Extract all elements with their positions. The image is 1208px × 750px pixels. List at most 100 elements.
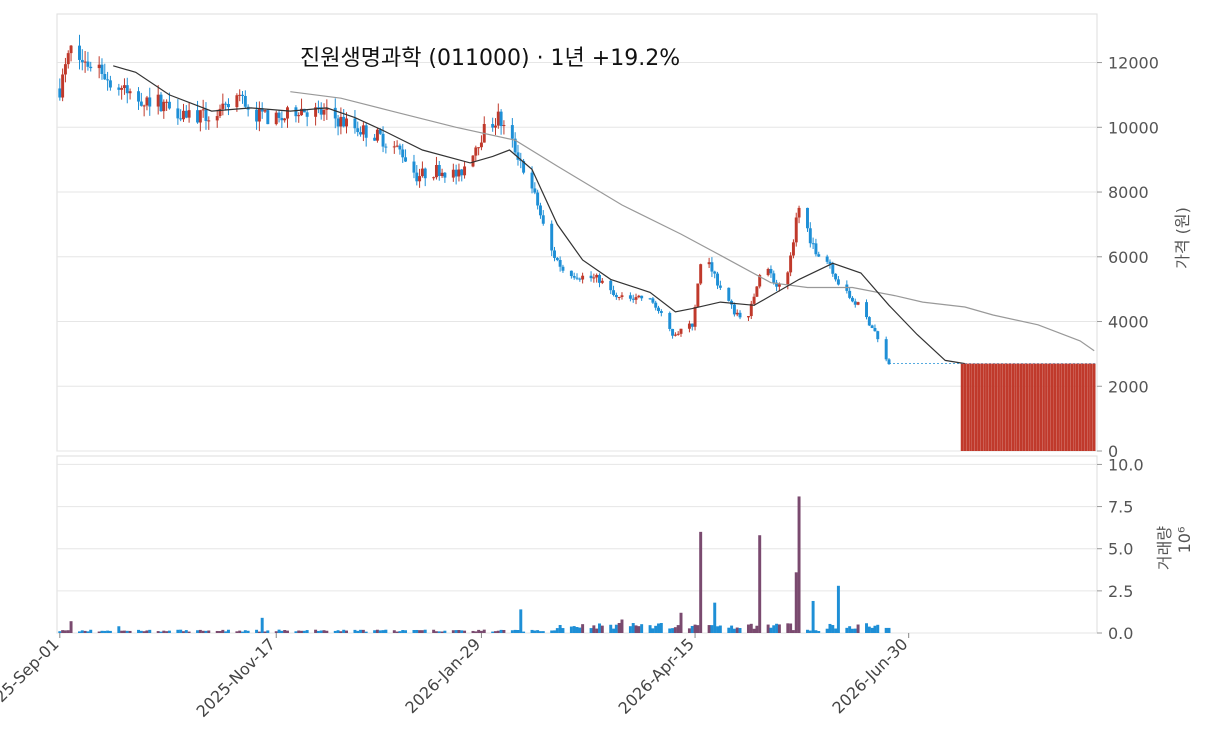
candle-body bbox=[159, 94, 163, 112]
projection-bar bbox=[966, 363, 970, 451]
candle-body bbox=[106, 79, 110, 81]
candle-body bbox=[654, 302, 658, 308]
candle-body bbox=[339, 116, 343, 127]
volume-bar bbox=[451, 630, 455, 633]
candle-body bbox=[676, 333, 680, 335]
volume-bar bbox=[100, 630, 104, 633]
volume-bar bbox=[595, 628, 599, 633]
candle-body bbox=[516, 152, 520, 160]
candle-body bbox=[533, 188, 537, 193]
candle-body bbox=[440, 172, 444, 176]
volume-bar bbox=[651, 628, 655, 633]
candle-body bbox=[61, 74, 65, 98]
volume-bar bbox=[690, 625, 694, 633]
candle-body bbox=[828, 261, 832, 265]
volume-bar bbox=[364, 631, 368, 633]
candle-body bbox=[139, 101, 143, 106]
candle-body bbox=[196, 110, 200, 123]
candle-body bbox=[853, 301, 857, 305]
volume-bar bbox=[432, 629, 436, 633]
candle-body bbox=[243, 95, 247, 107]
candle-body bbox=[496, 111, 500, 126]
volume-bar bbox=[499, 629, 503, 633]
volume-bar bbox=[395, 631, 399, 633]
candle-body bbox=[274, 112, 278, 125]
volume-bar bbox=[97, 631, 101, 633]
volume-bar bbox=[401, 630, 405, 633]
volume-bar bbox=[443, 630, 447, 633]
volume-bar bbox=[654, 625, 658, 633]
candle-body bbox=[673, 334, 677, 336]
candle-body bbox=[356, 128, 360, 133]
candle-body bbox=[165, 101, 169, 103]
candle-body bbox=[637, 295, 641, 298]
candle-body bbox=[848, 290, 852, 298]
candle-body bbox=[679, 328, 683, 334]
volume-bar bbox=[274, 631, 278, 633]
volume-bar bbox=[775, 623, 779, 633]
volume-bar bbox=[589, 628, 593, 633]
candle-body bbox=[617, 297, 621, 299]
volume-bar bbox=[716, 626, 720, 633]
candle-body bbox=[876, 331, 880, 340]
candle-body bbox=[789, 255, 793, 273]
candle-body bbox=[696, 283, 700, 307]
volume-bar bbox=[758, 535, 762, 633]
volume-bar bbox=[640, 624, 644, 633]
candle-body bbox=[769, 268, 773, 274]
candle-body bbox=[137, 91, 140, 102]
candle-body bbox=[263, 110, 267, 112]
candle-body bbox=[510, 125, 514, 139]
candle-body bbox=[333, 107, 337, 119]
volume-bar bbox=[845, 627, 849, 633]
candle-body bbox=[184, 110, 188, 118]
candle-body bbox=[176, 108, 180, 119]
volume-bar bbox=[600, 625, 604, 633]
volume-bar bbox=[58, 631, 62, 633]
volume-bar bbox=[710, 625, 714, 633]
volume-bar bbox=[182, 631, 185, 633]
volume-bar bbox=[300, 630, 304, 633]
volume-bar bbox=[378, 630, 382, 633]
volume-bar bbox=[614, 624, 618, 633]
volume-bar bbox=[162, 630, 166, 633]
candle-body bbox=[314, 107, 318, 117]
candle-body bbox=[58, 88, 62, 98]
volume-bar bbox=[766, 624, 770, 633]
candle-body bbox=[648, 298, 652, 300]
volume-bar bbox=[78, 631, 81, 633]
candle-body bbox=[401, 149, 405, 158]
volume-bar bbox=[159, 631, 163, 633]
projection-bar bbox=[1045, 363, 1048, 451]
candle-body bbox=[207, 120, 211, 122]
candle-body bbox=[63, 64, 67, 75]
volume-bar bbox=[280, 630, 284, 633]
projection-bar bbox=[1005, 363, 1009, 451]
candle-body bbox=[592, 277, 596, 279]
projection-bar bbox=[1011, 363, 1015, 451]
volume-bar bbox=[283, 630, 287, 633]
projection-bar bbox=[1075, 363, 1079, 451]
volume-bar bbox=[187, 631, 191, 633]
volume-bar bbox=[440, 631, 444, 633]
volume-bar bbox=[598, 623, 601, 633]
volume-bar bbox=[106, 630, 110, 633]
candle-body bbox=[834, 273, 838, 280]
volume-bar bbox=[887, 627, 891, 633]
candle-body bbox=[558, 259, 562, 267]
volume-bar bbox=[867, 626, 871, 633]
candle-body bbox=[850, 297, 854, 302]
candle-body bbox=[432, 177, 436, 179]
candle-body bbox=[437, 164, 441, 176]
candle-body bbox=[454, 169, 458, 177]
candle-body bbox=[300, 108, 304, 116]
volume-bar bbox=[828, 623, 832, 633]
candle-body bbox=[491, 123, 495, 128]
candle-body bbox=[156, 94, 160, 107]
candle-body bbox=[395, 145, 399, 147]
volume-bar bbox=[738, 628, 742, 633]
volume-bar bbox=[510, 630, 514, 633]
volume-bar bbox=[572, 626, 576, 633]
volume-bar bbox=[558, 624, 562, 633]
